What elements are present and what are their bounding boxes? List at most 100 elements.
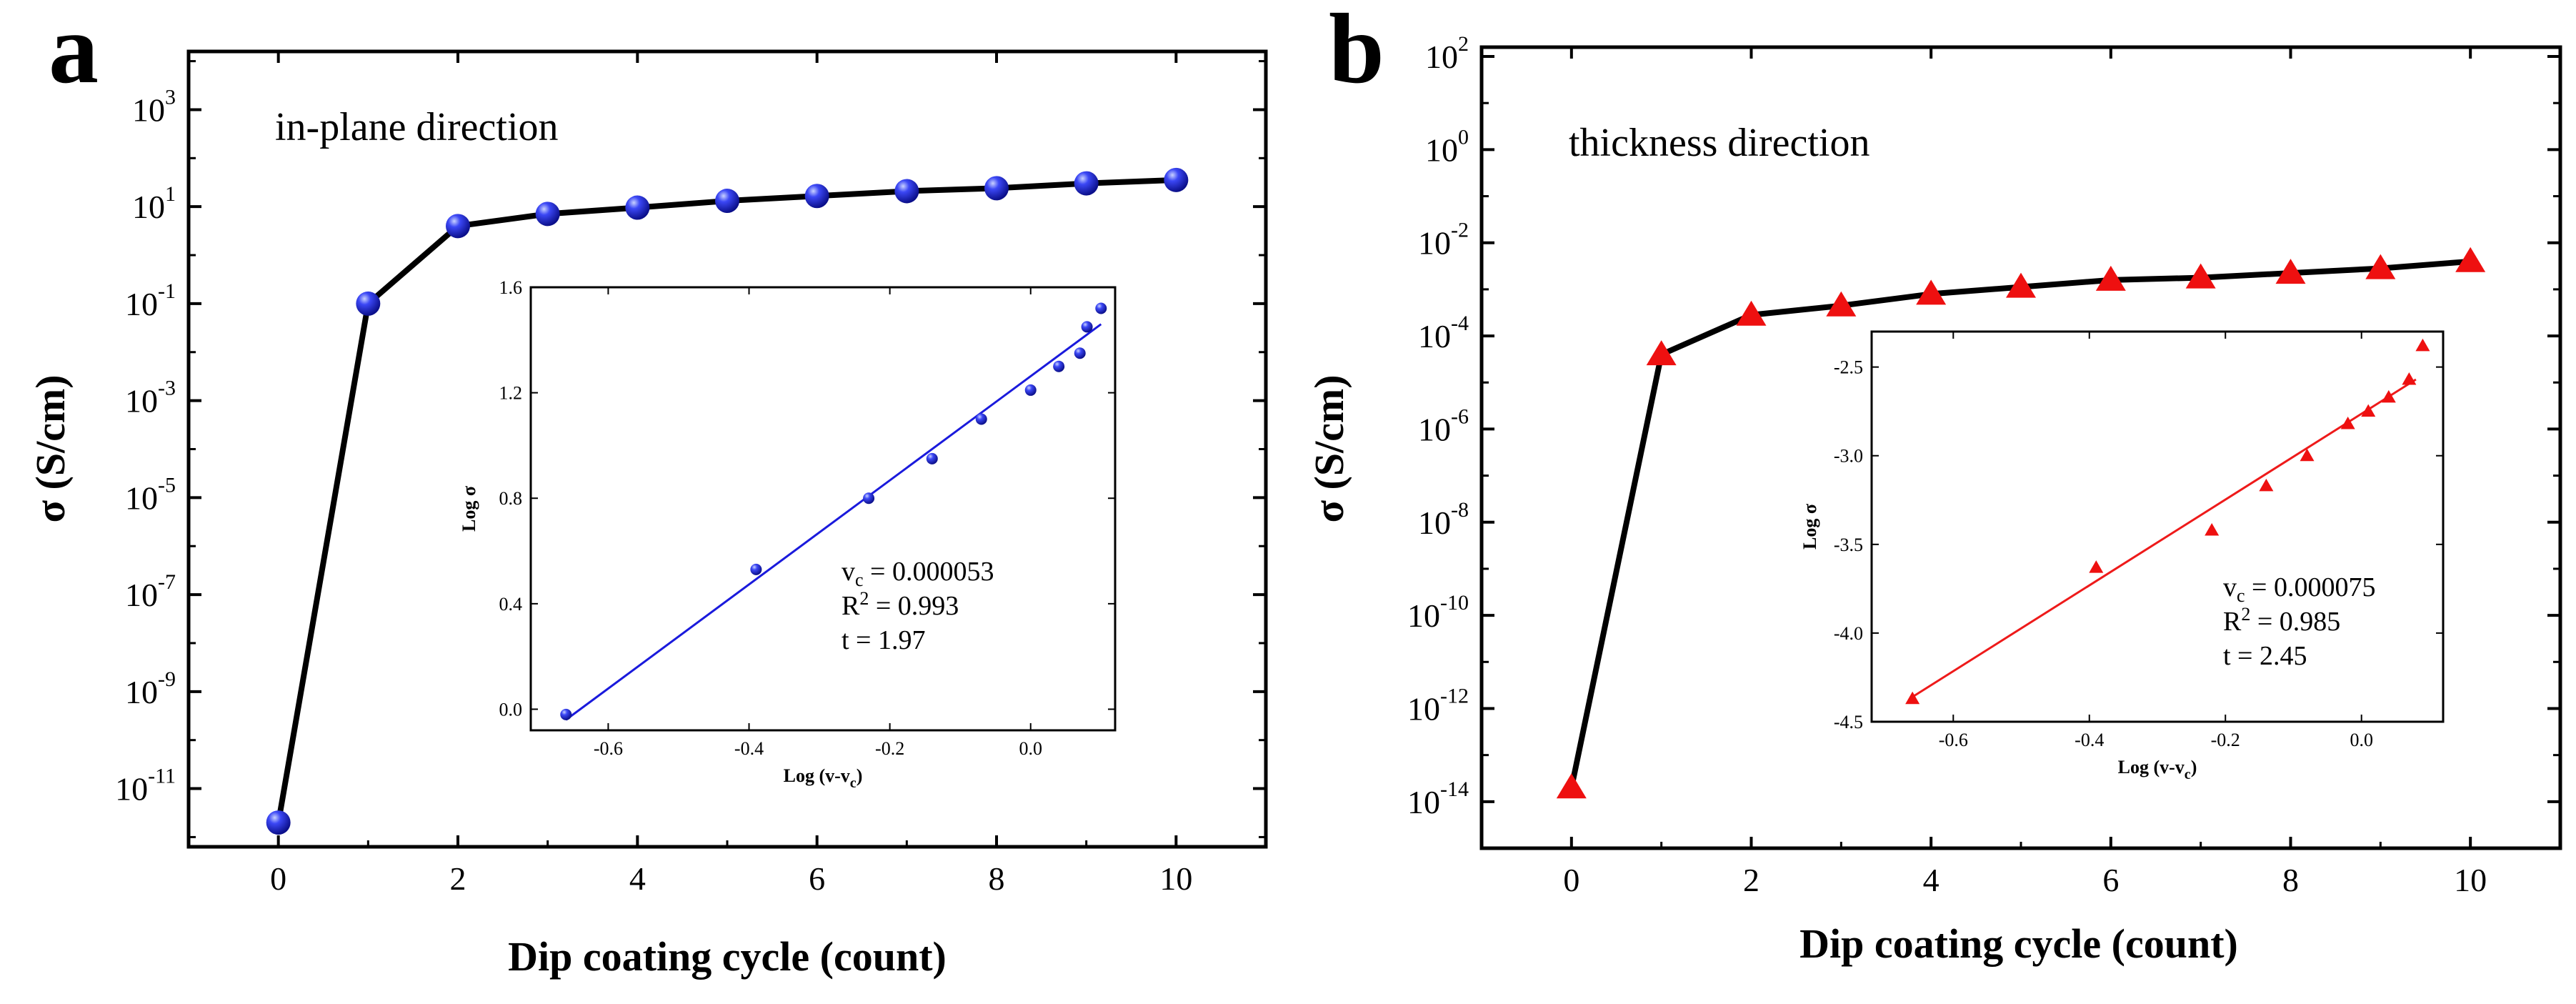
x-tick-label: 6: [809, 860, 825, 897]
x-tick-label: 4: [629, 860, 646, 897]
inset-fit-line: [1912, 378, 2417, 698]
data-point: [1826, 291, 1857, 317]
inset-data-point: [2205, 522, 2220, 536]
inset-y-tick-label: 1.6: [499, 277, 523, 298]
x-tick-label: 4: [1923, 862, 1940, 898]
inset-x-tick-label: 0.0: [2350, 730, 2373, 750]
x-tick-label: 2: [1743, 862, 1759, 898]
data-point: [266, 810, 291, 835]
inset-data-point: [2415, 338, 2430, 352]
inset-x-tick-label: -0.4: [734, 738, 764, 759]
y-axis-title: σ (S/cm): [1306, 374, 1352, 522]
inset-frame: [1870, 330, 2445, 723]
inset-data-point: [2089, 560, 2104, 573]
x-tick-label: 0: [270, 860, 286, 897]
data-point: [1074, 171, 1099, 196]
data-point: [715, 189, 739, 214]
inset-data-point: [926, 452, 938, 464]
data-point: [1916, 279, 1947, 305]
inset-stat-r2: R2 = 0.985: [2223, 604, 2340, 637]
y-tick-label: 10-4: [1418, 312, 1469, 354]
y-tick-label: 10-5: [125, 473, 176, 516]
data-point: [1556, 773, 1587, 799]
inset-chart: -0.6 -0.4 -0.2 0.0 0.0 0.4 0.8 1.2 1.6 Log (v-vc)…: [459, 277, 1117, 791]
data-point: [1736, 300, 1767, 326]
y-tick-label: 10-2: [1418, 219, 1469, 262]
data-point: [625, 195, 650, 220]
inset-y-tick-label: -2.5: [1834, 357, 1863, 378]
y-tick-label: 10-10: [1407, 591, 1469, 634]
inset-data-point: [1074, 347, 1086, 359]
y-tick-label: 10-6: [1418, 404, 1469, 447]
inset-y-tick-label: -3.5: [1834, 535, 1863, 555]
inset-data-point: [863, 492, 875, 505]
inset-y-tick-label: 0.4: [499, 594, 523, 615]
data-point: [894, 179, 919, 204]
y-tick-label: 103: [132, 85, 176, 128]
inset-x-axis-title: Log (v-vc): [784, 765, 863, 791]
inset-data-point: [1081, 321, 1093, 333]
panel-a: 0 2 4 6 8 10 10-11 10-9 10-7 10-5 10-3 10-1 101 103 Di…: [27, 0, 1268, 980]
inset-x-tick-label: -0.2: [2211, 730, 2240, 750]
data-point: [2185, 263, 2216, 289]
inset-stat-vc: vc = 0.000075: [2223, 572, 2375, 606]
panel-label: b: [1329, 0, 1384, 104]
x-tick-label: 8: [2282, 862, 2299, 898]
inset-x-tick-label: -0.6: [1939, 730, 1968, 750]
y-tick-label: 10-1: [125, 279, 176, 322]
data-point: [1164, 167, 1189, 192]
x-tick-label: 0: [1563, 862, 1579, 898]
inset-x-tick-label: -0.4: [2075, 730, 2104, 750]
data-point: [804, 184, 829, 209]
x-tick-label: 2: [450, 860, 466, 897]
inset-data-point: [1095, 302, 1107, 314]
direction-annotation: thickness direction: [1569, 121, 1869, 165]
inset-stat-t: t = 2.45: [2223, 641, 2307, 671]
panel-label: a: [49, 0, 99, 104]
y-tick-label: 10-7: [125, 570, 176, 613]
inset-data-point: [750, 563, 762, 575]
x-tick-label: 8: [989, 860, 1005, 897]
inset-x-tick-label: -0.2: [875, 738, 904, 759]
x-axis-title: Dip coating cycle (count): [1799, 920, 2238, 967]
inset-data-point: [2259, 478, 2274, 492]
y-tick-label: 10-14: [1407, 777, 1469, 820]
y-tick-label: 10-8: [1418, 498, 1469, 541]
data-point: [2365, 254, 2396, 279]
inset-x-tick-label: -0.6: [594, 738, 623, 759]
inset-data-point: [2381, 389, 2396, 403]
inset-data-point: [1024, 384, 1037, 396]
y-tick-label: 10-11: [115, 765, 176, 807]
inset-x-axis-title: Log (v-vc): [2118, 757, 2197, 782]
data-point: [446, 214, 470, 239]
data-point: [2455, 247, 2486, 272]
direction-annotation: in-plane direction: [275, 105, 559, 149]
inset-fit-line: [565, 323, 1102, 721]
data-point: [984, 176, 1009, 201]
y-tick-label: 10-12: [1407, 684, 1469, 727]
inset-y-axis-title: Log σ: [1799, 504, 1820, 550]
inset-data-point: [2340, 417, 2355, 429]
x-tick-label: 6: [2102, 862, 2119, 898]
inset-data-point: [2361, 404, 2376, 417]
inset-stat-vc: vc = 0.000053: [842, 557, 994, 590]
y-tick-label: 10-3: [125, 377, 176, 419]
inset-data-point: [2402, 372, 2417, 385]
data-point: [1646, 340, 1677, 366]
data-point: [2095, 265, 2126, 291]
inset-stat-r2: R2 = 0.993: [842, 588, 959, 621]
y-tick-label: 10-9: [125, 667, 176, 710]
inset-x-tick-label: 0.0: [1019, 738, 1042, 759]
inset-y-axis-title: Log σ: [459, 486, 479, 532]
panel-b: 0 2 4 6 8 10 10-14 10-12 10-10 10-8 10-6 10-4 10-2 10…: [1306, 0, 2562, 967]
x-tick-label: 10: [2454, 862, 2487, 898]
y-tick-label: 100: [1425, 125, 1469, 168]
inset-stat-t: t = 1.97: [842, 625, 926, 655]
inset-chart: -0.6 -0.4 -0.2 0.0 -4.5 -4.0 -3.5 -3.0 -2.5 Log (…: [1799, 330, 2445, 782]
inset-y-tick-label: 1.2: [499, 383, 523, 404]
inset-y-tick-label: 0.0: [499, 699, 523, 720]
inset-data-point: [1053, 360, 1065, 372]
x-axis-title: Dip coating cycle (count): [508, 933, 947, 980]
data-point: [2006, 272, 2036, 298]
